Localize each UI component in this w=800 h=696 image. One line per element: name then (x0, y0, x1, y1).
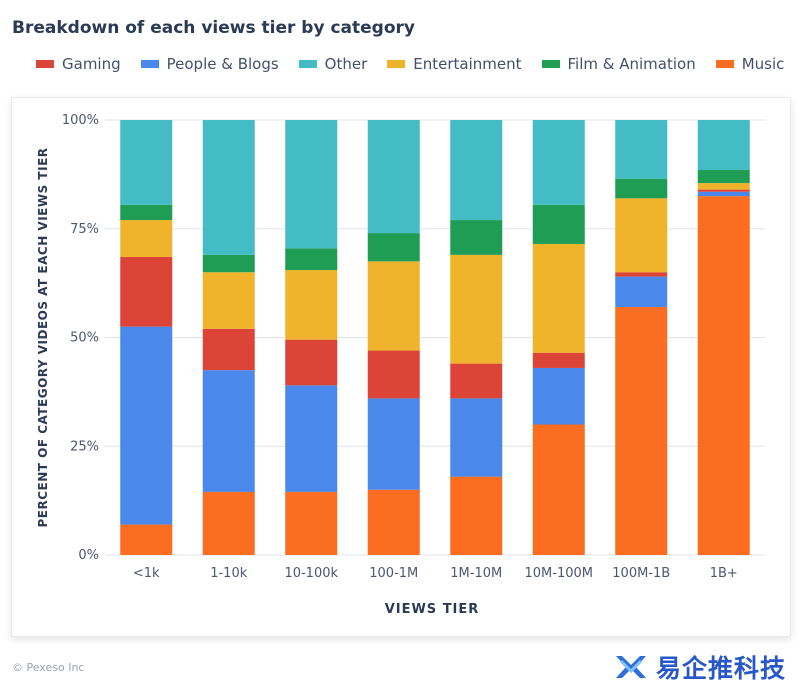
legend-label-people-blogs: People & Blogs (166, 55, 279, 73)
chart-card: 0% 25% 50% 75% 100% <1k 1-10k 10-100k 100-1M 1M-1… (11, 97, 791, 637)
bar-segment-entertainment (615, 198, 668, 273)
bar-segment-gaming (367, 350, 420, 399)
watermark-text: 易企推科技 (656, 654, 787, 683)
y-tick-label: 0% (78, 548, 99, 563)
bar-segment-entertainment (450, 254, 503, 364)
legend-swatch-other (298, 60, 317, 68)
bar-segment-film-animation (697, 170, 750, 184)
legend-item-gaming[interactable]: Gaming (36, 55, 121, 73)
bar-segment-people-blogs (450, 398, 503, 477)
x-tick-label: 100M-1B (612, 566, 670, 581)
bar-segment-music (450, 476, 503, 555)
bar-segment-music (615, 307, 668, 555)
legend-swatch-entertainment (387, 60, 406, 68)
bar-segment-entertainment (202, 272, 255, 329)
y-tick-label: 25% (70, 439, 99, 454)
x-axis-title: VIEWS TIER (385, 602, 480, 617)
bar-segment-other (202, 120, 255, 255)
bar-segment-film-animation (367, 233, 420, 262)
x-tick-label: 100-1M (369, 566, 418, 581)
bar-segment-other (615, 120, 668, 179)
bar-segment-people-blogs (367, 398, 420, 490)
bar-segment-people-blogs (697, 191, 750, 197)
bar-segment-music (120, 524, 173, 555)
y-axis-title: PERCENT OF CATEGORY VIDEOS AT EACH VIEWS… (36, 147, 50, 527)
bar-segment-people-blogs (120, 326, 173, 525)
bar-segment-music (532, 424, 585, 555)
legend-label-music: Music (741, 55, 785, 73)
bar-segment-gaming (532, 352, 585, 368)
logo-mark-icon (616, 656, 646, 678)
x-tick-label: 10M-100M (525, 566, 593, 581)
stacked-bar-chart: 0% 25% 50% 75% 100% <1k 1-10k 10-100k 100-1M 1M-1… (36, 113, 765, 617)
bar-segment-music (697, 196, 750, 555)
bar-segment-other (697, 120, 750, 171)
legend-item-entertainment[interactable]: Entertainment (387, 55, 522, 73)
bar-segment-entertainment (285, 270, 338, 340)
bar-segment-other (285, 120, 338, 249)
bar-segment-other (367, 120, 420, 234)
legend-label-entertainment: Entertainment (413, 55, 522, 73)
bar-segment-music (285, 491, 338, 555)
bar-segment-film-animation (202, 254, 255, 273)
bar-segment-gaming (697, 189, 750, 192)
bar-segment-gaming (285, 339, 338, 386)
bar-segment-film-animation (120, 204, 173, 221)
y-tick-label: 100% (62, 113, 99, 128)
bar-segment-film-animation (532, 204, 585, 244)
x-tick-label: 10-100k (284, 566, 338, 581)
legend-swatch-film-animation (541, 60, 560, 68)
bar-segment-film-animation (615, 178, 668, 199)
bar-segment-gaming (120, 257, 173, 327)
legend-item-music[interactable]: Music (715, 55, 785, 73)
bar-segment-entertainment (120, 220, 173, 258)
legend-label-gaming: Gaming (62, 55, 121, 73)
x-tick-label: 1-10k (210, 566, 248, 581)
y-tick-label: 50% (70, 331, 99, 346)
bar-segment-entertainment (697, 183, 750, 190)
x-tick-label: <1k (133, 566, 160, 581)
bar-segment-people-blogs (285, 385, 338, 492)
bar-segment-music (367, 489, 420, 555)
bar-segment-film-animation (285, 248, 338, 271)
bar-segment-entertainment (367, 261, 420, 351)
bar-segment-people-blogs (532, 367, 585, 425)
x-tick-label: 1M-10M (450, 566, 502, 581)
legend-item-other[interactable]: Other (298, 55, 368, 73)
bar-segment-entertainment (532, 243, 585, 353)
y-tick-label: 75% (70, 222, 99, 237)
bar-segment-gaming (202, 328, 255, 371)
copyright: © Pexeso Inc (12, 661, 85, 674)
x-tick-label: 1B+ (710, 566, 738, 581)
bar-segment-gaming (450, 363, 503, 399)
legend-swatch-people-blogs (140, 60, 159, 68)
bar-segment-people-blogs (202, 370, 255, 492)
bar-segment-other (532, 120, 585, 205)
bar-segment-other (120, 120, 173, 205)
legend-item-film-animation[interactable]: Film & Animation (541, 55, 696, 73)
bar-segment-other (450, 120, 503, 221)
legend-swatch-gaming (36, 60, 54, 68)
watermark-logo: 易企推科技 (612, 648, 786, 686)
legend-label-other: Other (324, 55, 368, 73)
legend-label-film-animation: Film & Animation (567, 55, 696, 73)
legend-swatch-music (715, 60, 734, 68)
bar-segment-film-animation (450, 220, 503, 255)
bar-segment-music (202, 491, 255, 555)
legend: Gaming People & Blogs Other Entertainmen… (36, 55, 800, 73)
bar-segment-people-blogs (615, 276, 668, 308)
legend-item-people-blogs[interactable]: People & Blogs (140, 55, 279, 73)
bar-segment-gaming (615, 272, 668, 277)
chart-title: Breakdown of each views tier by category (12, 18, 415, 38)
